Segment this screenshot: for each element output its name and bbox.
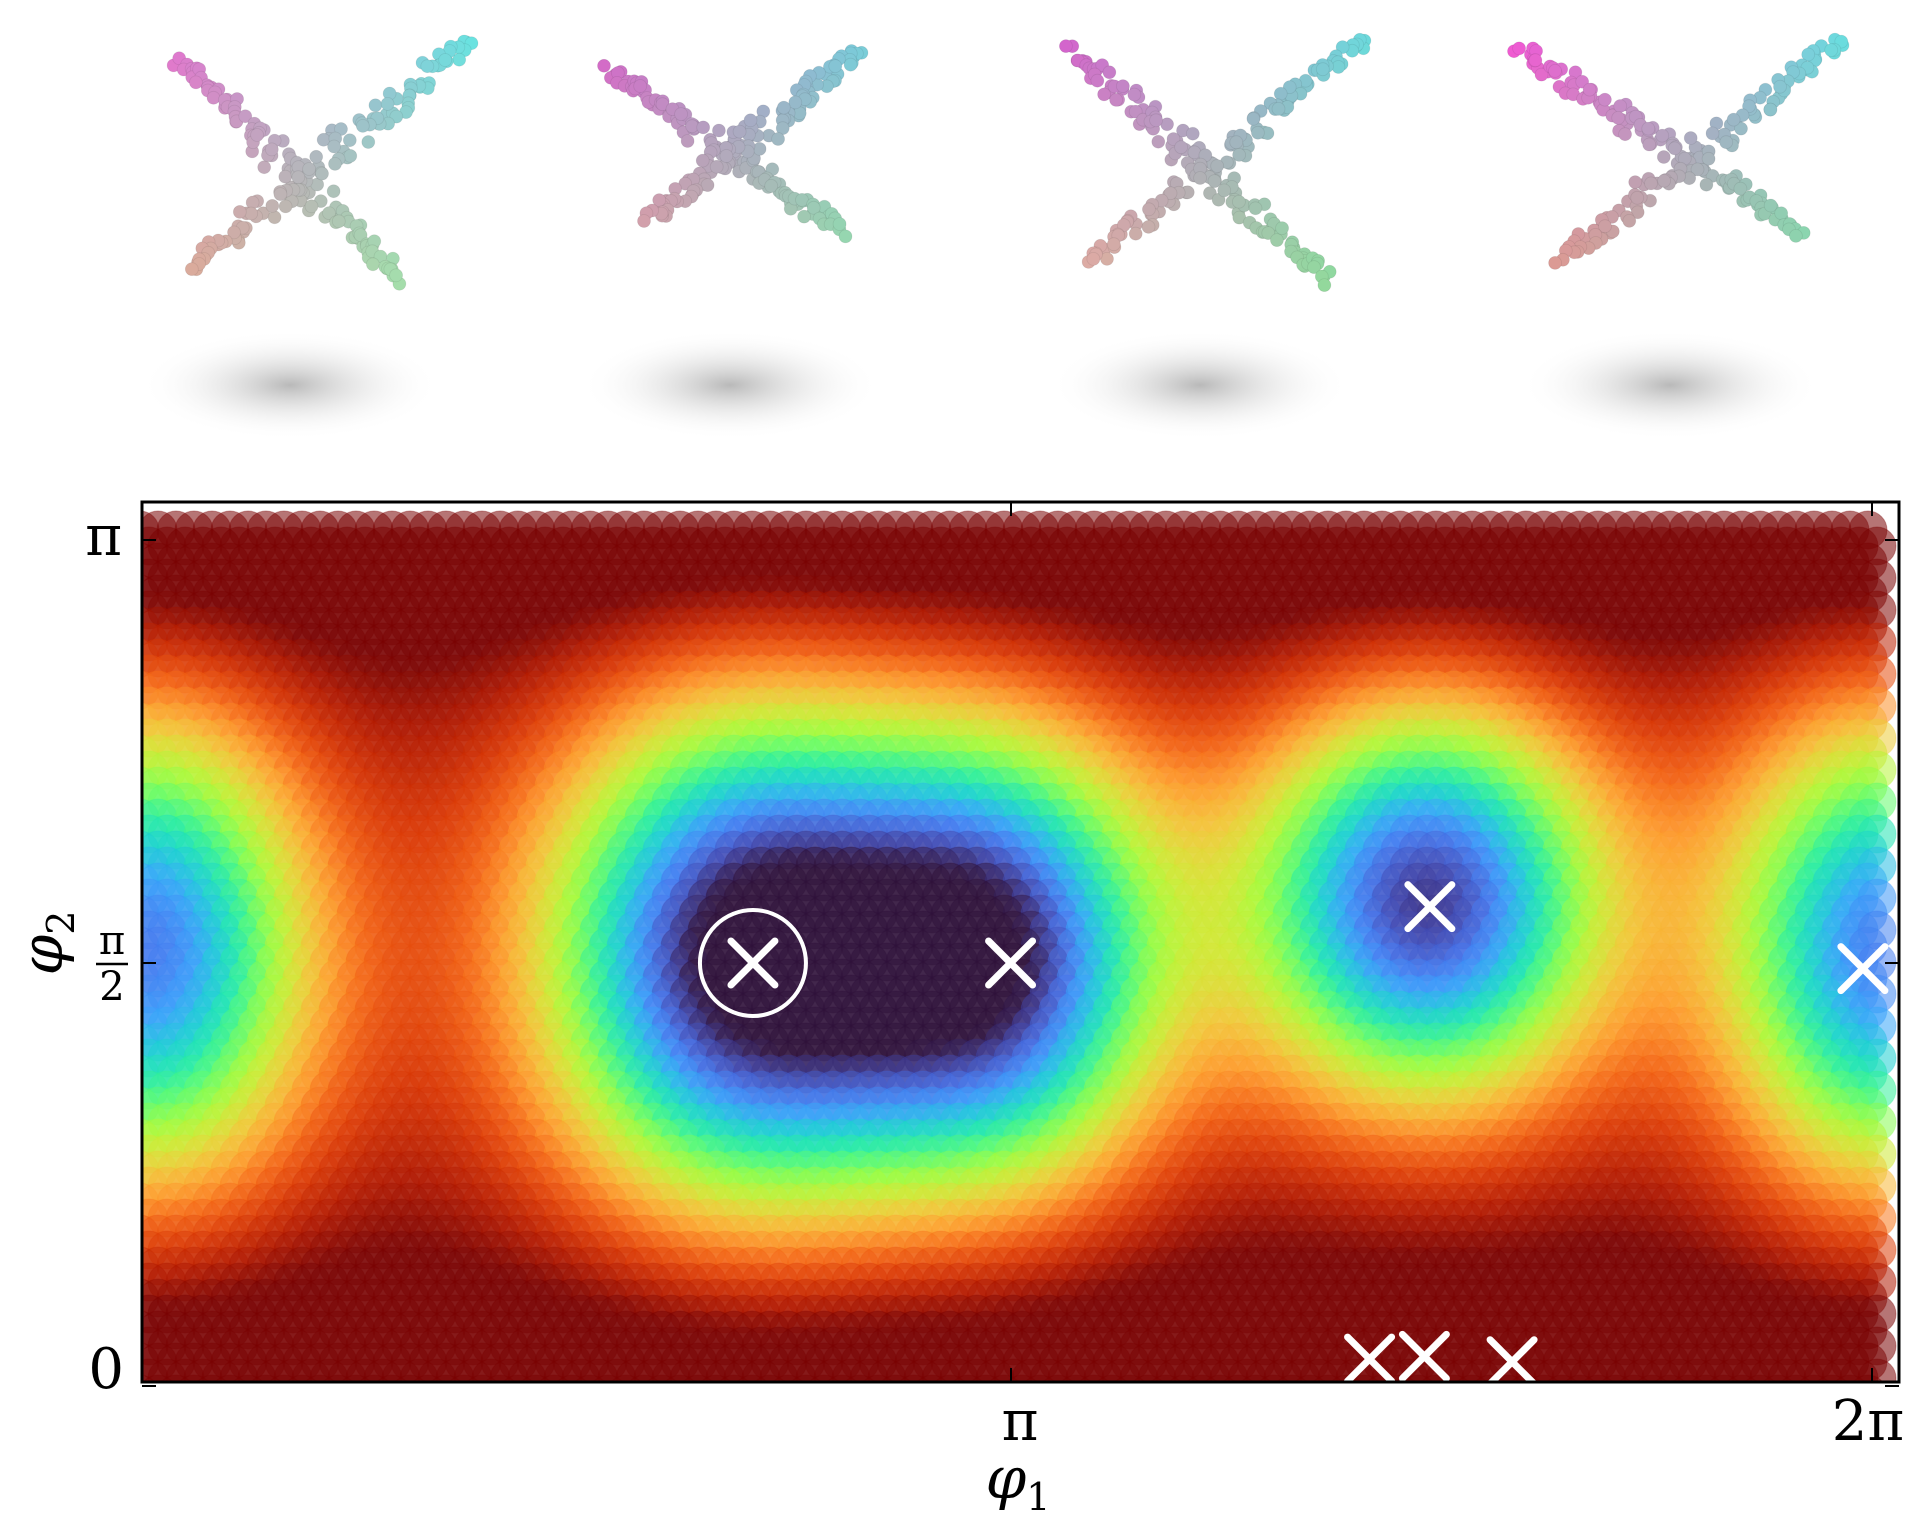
point-cloud-airplane-3 bbox=[1010, 0, 1430, 480]
airplane-points bbox=[166, 34, 479, 291]
point-cloud-renders bbox=[0, 0, 1920, 480]
airplane-3-svg bbox=[1050, 32, 1372, 440]
point-cloud-airplane-2 bbox=[540, 0, 960, 480]
chart-svg: π 0 π 2 π 2π φ1 φ2 bbox=[8, 500, 1904, 1517]
point-cloud-airplane-4 bbox=[1480, 0, 1900, 480]
heatmap-cells bbox=[142, 510, 1897, 1382]
airplane-shadow bbox=[1050, 330, 1350, 440]
airplane-points bbox=[1059, 32, 1372, 293]
point-cloud-airplane-1 bbox=[100, 0, 520, 480]
airplane-2-svg bbox=[580, 44, 880, 440]
airplane-points bbox=[1507, 32, 1850, 270]
airplane-1-svg bbox=[140, 34, 479, 440]
energy-landscape-chart: π 0 π 2 π 2π φ1 φ2 bbox=[0, 480, 1920, 1517]
airplane-points bbox=[597, 44, 869, 244]
airplane-4-svg bbox=[1507, 32, 1850, 440]
airplane-shadow bbox=[580, 330, 880, 440]
airplane-shadow bbox=[1520, 330, 1820, 440]
airplane-shadow bbox=[140, 330, 440, 440]
